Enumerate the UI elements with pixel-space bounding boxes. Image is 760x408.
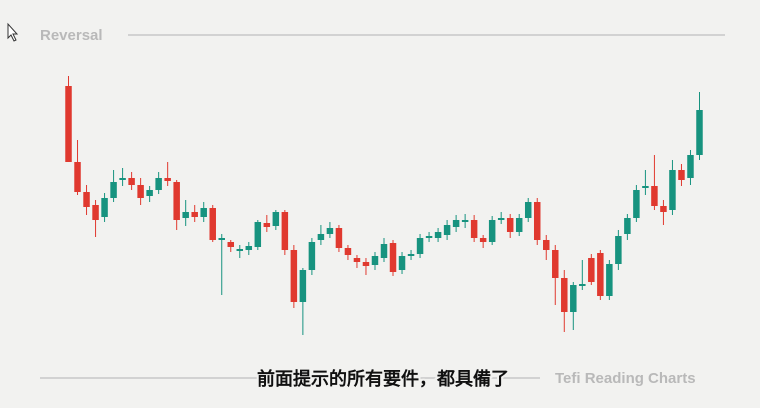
candle-body xyxy=(74,162,81,192)
candle-body xyxy=(209,208,216,240)
candle-body xyxy=(335,228,343,248)
subtitle: 前面提示的所有要件，都具備了 xyxy=(257,368,509,389)
candle-body xyxy=(146,190,153,196)
candle-body xyxy=(200,208,207,217)
candle-body xyxy=(254,222,262,247)
candle-body xyxy=(92,205,99,220)
candle-body xyxy=(615,236,622,264)
candle-body xyxy=(443,225,451,235)
candle-body xyxy=(669,170,676,210)
candles xyxy=(65,76,703,335)
candle-body xyxy=(633,190,640,218)
candle-body xyxy=(515,218,523,232)
candle-body xyxy=(137,185,144,198)
candle-body xyxy=(173,182,180,220)
candle-body xyxy=(588,258,595,282)
candle-body xyxy=(470,220,478,238)
candle-body xyxy=(524,202,532,218)
candle-body xyxy=(488,220,496,242)
candle-body xyxy=(155,178,162,190)
candle-body xyxy=(362,262,370,266)
candle-body xyxy=(479,238,487,242)
candle-body xyxy=(317,234,325,240)
candle-body xyxy=(398,256,406,270)
candle-body xyxy=(606,264,613,296)
candle-body xyxy=(128,178,135,185)
candle-body xyxy=(416,238,424,254)
source: Tefi Reading Charts xyxy=(555,370,696,387)
candle-body xyxy=(380,244,388,258)
candle-body xyxy=(326,228,334,234)
candle-body xyxy=(299,270,307,302)
candle-body xyxy=(353,258,361,262)
candle-body xyxy=(678,170,685,180)
candle-body xyxy=(101,198,108,217)
candle-body xyxy=(245,246,253,250)
candle-body xyxy=(164,178,171,181)
candle-body xyxy=(597,253,604,296)
candle-body xyxy=(389,243,397,272)
candle-body xyxy=(497,218,505,220)
candle-body xyxy=(561,278,568,312)
candle-body xyxy=(227,242,235,247)
candle-body xyxy=(281,212,289,250)
candle-body xyxy=(371,256,379,265)
candle-body xyxy=(533,202,541,240)
candle-body xyxy=(263,223,271,227)
candle-body xyxy=(687,155,694,178)
chart-title: Reversal xyxy=(40,27,103,44)
candle-body xyxy=(344,248,352,255)
candle-body xyxy=(624,218,631,234)
candle-body xyxy=(543,240,550,250)
candle-body xyxy=(110,182,117,198)
candle-body xyxy=(236,249,244,251)
candle-body xyxy=(552,250,559,278)
candle-body xyxy=(570,285,577,312)
candle-body xyxy=(83,192,90,207)
candle-body xyxy=(182,212,189,218)
candle-body xyxy=(272,212,280,226)
cursor xyxy=(7,22,19,42)
candle-body xyxy=(308,242,316,270)
candle-body xyxy=(191,212,198,217)
candle-body xyxy=(579,284,586,286)
candle-body xyxy=(696,110,703,155)
candle-body xyxy=(651,186,658,206)
candle-body xyxy=(506,218,514,232)
candle-body xyxy=(218,238,225,240)
candle-body xyxy=(434,232,442,238)
candle-body xyxy=(660,206,667,212)
candle-body xyxy=(642,186,649,188)
candle-body xyxy=(290,250,298,302)
candle-body xyxy=(407,254,415,256)
candle-body xyxy=(452,220,460,227)
candle-body xyxy=(65,86,72,162)
candle-body xyxy=(425,236,433,238)
candle-body xyxy=(119,178,126,180)
candle-body xyxy=(461,220,469,222)
